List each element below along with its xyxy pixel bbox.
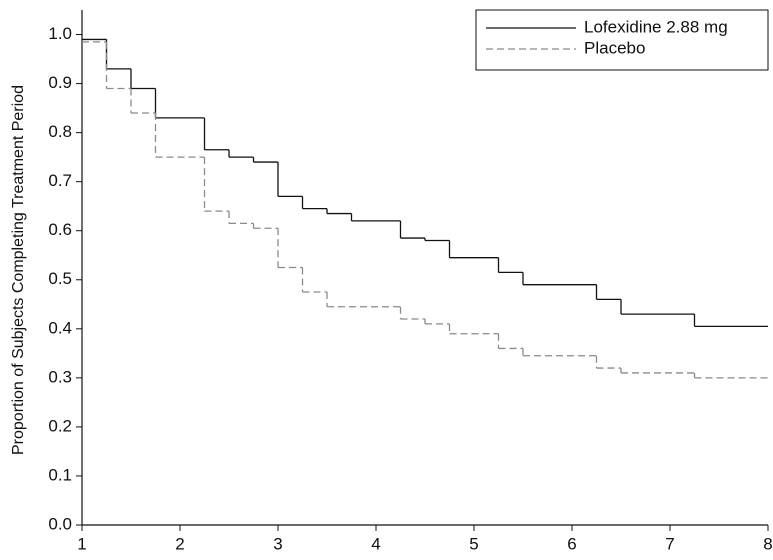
y-tick-label: 0.8 <box>48 122 72 141</box>
x-tick-label: 6 <box>567 534 576 553</box>
y-tick-label: 0.1 <box>48 465 72 484</box>
y-tick-label: 0.5 <box>48 269 72 288</box>
y-tick-label: 0.7 <box>48 171 72 190</box>
x-tick-label: 8 <box>763 534 772 553</box>
legend-label: Placebo <box>584 38 645 57</box>
y-tick-label: 0.2 <box>48 416 72 435</box>
y-tick-label: 0.9 <box>48 73 72 92</box>
y-tick-label: 0.6 <box>48 220 72 239</box>
y-tick-label: 0.3 <box>48 367 72 386</box>
x-tick-label: 3 <box>273 534 282 553</box>
x-tick-label: 7 <box>665 534 674 553</box>
legend-label: Lofexidine 2.88 mg <box>584 17 728 36</box>
x-tick-label: 2 <box>175 534 184 553</box>
y-tick-label: 1.0 <box>48 24 72 43</box>
y-axis-label: Proportion of Subjects Completing Treatm… <box>10 85 27 455</box>
legend-box <box>475 9 769 71</box>
y-tick-label: 0.4 <box>48 318 72 337</box>
y-tick-label: 0.0 <box>48 514 72 533</box>
x-tick-label: 5 <box>469 534 478 553</box>
x-tick-label: 1 <box>77 534 86 553</box>
x-tick-label: 4 <box>371 534 380 553</box>
